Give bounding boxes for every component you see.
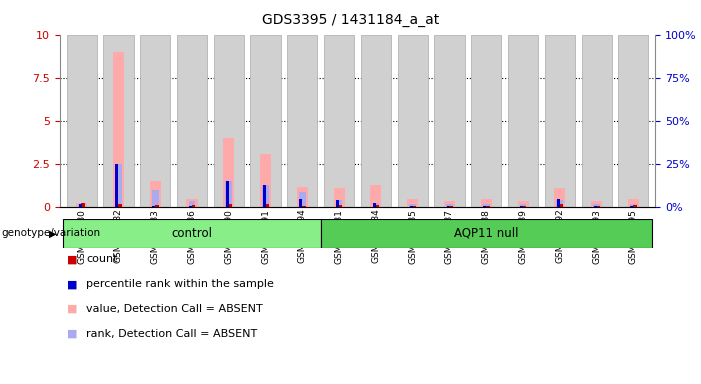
- Bar: [376, 205, 379, 207]
- Bar: [508, 35, 538, 207]
- Bar: [67, 35, 97, 207]
- Text: AQP11 null: AQP11 null: [454, 227, 519, 240]
- Bar: [370, 185, 381, 207]
- Bar: [630, 206, 634, 207]
- Bar: [226, 180, 229, 207]
- Bar: [523, 206, 526, 207]
- Bar: [435, 35, 465, 207]
- Bar: [155, 205, 158, 207]
- Text: value, Detection Call = ABSENT: value, Detection Call = ABSENT: [86, 304, 263, 314]
- Bar: [113, 52, 124, 207]
- Bar: [519, 204, 526, 207]
- Bar: [373, 202, 379, 207]
- Bar: [152, 206, 155, 207]
- Bar: [339, 205, 342, 207]
- Bar: [321, 219, 652, 248]
- Bar: [407, 199, 418, 207]
- Bar: [633, 205, 637, 207]
- Bar: [449, 206, 453, 207]
- Bar: [189, 201, 196, 207]
- Bar: [373, 202, 376, 207]
- Bar: [591, 201, 602, 207]
- Bar: [177, 35, 207, 207]
- Text: GDS3395 / 1431184_a_at: GDS3395 / 1431184_a_at: [262, 13, 439, 27]
- Bar: [140, 35, 170, 207]
- Bar: [410, 206, 413, 207]
- Bar: [444, 201, 455, 207]
- Bar: [447, 206, 449, 207]
- Bar: [189, 206, 192, 207]
- Bar: [336, 200, 342, 207]
- Bar: [223, 138, 234, 207]
- Bar: [593, 204, 600, 207]
- Bar: [116, 164, 118, 207]
- Text: ■: ■: [67, 329, 77, 339]
- Bar: [557, 199, 560, 207]
- Bar: [63, 219, 321, 248]
- Bar: [481, 199, 492, 207]
- Bar: [191, 205, 196, 207]
- Bar: [471, 35, 501, 207]
- Bar: [115, 164, 122, 207]
- Bar: [397, 35, 428, 207]
- Bar: [229, 204, 232, 207]
- Bar: [554, 188, 565, 207]
- Bar: [594, 206, 597, 207]
- Bar: [265, 204, 269, 207]
- Bar: [186, 199, 198, 207]
- Bar: [324, 35, 354, 207]
- Bar: [103, 35, 133, 207]
- Bar: [559, 204, 563, 207]
- Bar: [297, 187, 308, 207]
- Bar: [336, 200, 339, 207]
- Bar: [486, 206, 489, 207]
- Text: ■: ■: [67, 304, 77, 314]
- Bar: [517, 201, 529, 207]
- Bar: [412, 206, 416, 207]
- Bar: [302, 206, 306, 207]
- Bar: [361, 35, 391, 207]
- Bar: [334, 188, 345, 207]
- Bar: [628, 199, 639, 207]
- Bar: [299, 199, 302, 207]
- Bar: [483, 206, 486, 207]
- Bar: [150, 182, 161, 207]
- Text: ▶: ▶: [48, 228, 56, 238]
- Bar: [483, 204, 489, 207]
- Bar: [262, 185, 269, 207]
- Bar: [263, 185, 266, 207]
- Bar: [545, 35, 575, 207]
- Bar: [76, 202, 87, 207]
- Bar: [214, 35, 244, 207]
- Bar: [630, 204, 637, 207]
- Bar: [260, 154, 271, 207]
- Bar: [287, 35, 318, 207]
- Bar: [582, 35, 612, 207]
- Text: ■: ■: [67, 254, 77, 264]
- Text: control: control: [172, 227, 212, 240]
- Bar: [152, 190, 158, 207]
- Bar: [520, 206, 523, 207]
- Text: genotype/variation: genotype/variation: [1, 228, 100, 238]
- Bar: [226, 180, 232, 207]
- Bar: [79, 204, 85, 207]
- Bar: [557, 200, 563, 207]
- Bar: [79, 204, 81, 207]
- Bar: [446, 204, 453, 207]
- Bar: [250, 35, 280, 207]
- Bar: [118, 204, 122, 207]
- Bar: [618, 35, 648, 207]
- Text: ■: ■: [67, 279, 77, 289]
- Text: rank, Detection Call = ABSENT: rank, Detection Call = ABSENT: [86, 329, 257, 339]
- Bar: [597, 206, 600, 207]
- Text: percentile rank within the sample: percentile rank within the sample: [86, 279, 274, 289]
- Bar: [409, 204, 416, 207]
- Text: count: count: [86, 254, 118, 264]
- Bar: [81, 203, 85, 207]
- Bar: [299, 192, 306, 207]
